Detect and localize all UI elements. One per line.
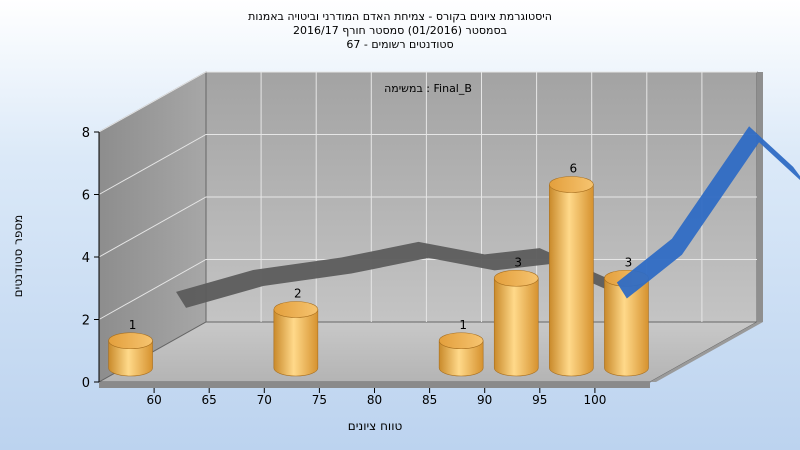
y-tick-label: 6 [82,189,90,204]
bar: 3 [493,255,539,377]
bar: 1 [108,318,153,377]
curve-segment-gray [176,241,627,308]
right-edge [650,322,763,382]
bar-value-label: 3 [514,255,522,269]
bar-body [549,184,594,377]
y-tick-label: 4 [82,251,90,266]
x-tick-label: 65 [202,393,217,407]
x-tick-label: 60 [146,393,161,407]
chart-title: היסטוגרמת ציונים בקורס - צמיחת האדם המוד… [248,10,552,23]
distribution-curve-back [176,241,627,308]
bar-body [493,277,539,377]
x-tick-label: 90 [477,393,492,407]
bar-top [549,176,594,193]
back-wall-edge [757,72,763,322]
y-tick-label: 2 [82,314,90,329]
bar-value-label: 1 [459,318,467,332]
bar-body [604,277,649,377]
bar-top [438,332,484,350]
bar-body [438,340,484,377]
bar-value-label: 2 [294,287,302,301]
x-tick-label: 75 [312,393,327,407]
y-axis: 0 2 4 6 8 [82,126,100,391]
bars: 1 2 1 3 6 3 [108,162,649,377]
gridline-y [98,71,757,133]
bar-value-label: 6 [570,162,578,176]
x-tick-label: 80 [367,393,382,407]
floor-edge [99,382,650,388]
bar: 6 [549,162,594,377]
x-axis-title: טווח ציונים [348,419,403,433]
y-tick-label: 0 [82,376,90,391]
chart-subtitle-students: סטודנטים רשומים - 67 [346,38,454,51]
bar-top [493,269,539,287]
bar-top [108,332,153,350]
chart-subtitle-semester: בסמסטר (01/2016) סמסטר חורף 2016/17 [293,24,507,37]
y-axis-title: מספר סטודנטים [11,215,25,298]
curve-segment-blue [616,126,800,299]
y-tick-label: 8 [82,126,90,141]
bar: 2 [273,287,319,377]
gridline-y [98,134,757,195]
floor [97,321,759,383]
bar-body [108,340,153,377]
x-tick-label: 95 [532,393,547,407]
bar-value-label: 1 [129,318,137,332]
x-tick-label: 70 [257,393,272,407]
x-axis: 60 65 70 75 80 85 90 95 100 [146,388,606,407]
x-tick-label: 85 [422,393,437,407]
bar-top [273,301,319,318]
x-tick-label: 100 [583,393,606,407]
bar-value-label: 3 [625,255,633,269]
bar: 1 [438,318,484,377]
distribution-curve-front [616,126,800,299]
bar-body [273,309,319,377]
annotation-label: במשימה : Final_B [384,82,472,95]
